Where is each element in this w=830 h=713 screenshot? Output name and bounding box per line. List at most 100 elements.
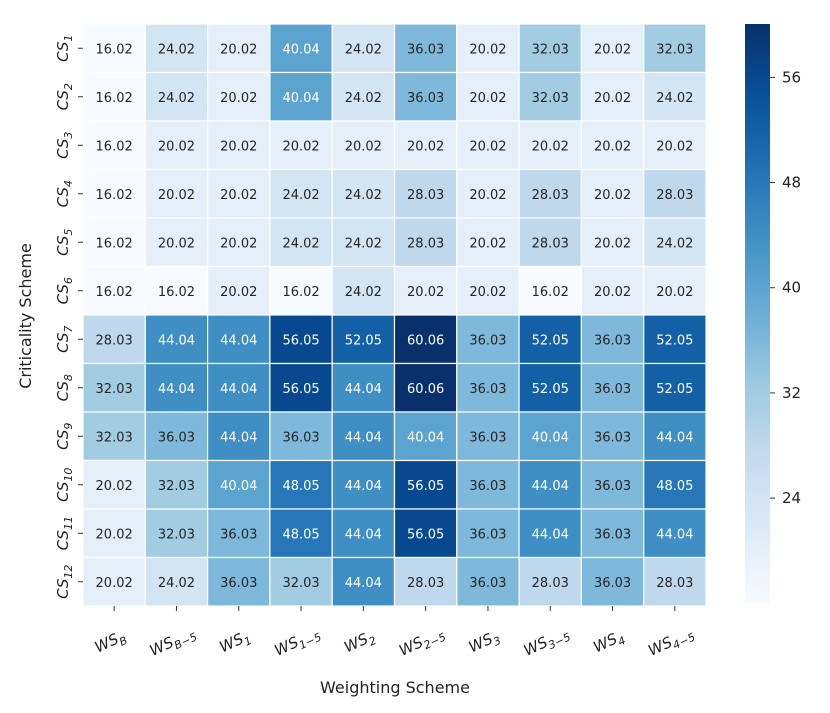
cell-value-label: 20.02	[594, 188, 631, 203]
heatmap-cell	[643, 71, 707, 122]
heatmap-cell	[144, 23, 209, 74]
cell-value-label: 44.04	[158, 333, 195, 348]
cell-value-label: 60.06	[407, 333, 444, 348]
cell-value-label: 20.02	[469, 236, 506, 251]
cell-value-label: 20.02	[532, 139, 569, 154]
cell-value-label: 16.02	[96, 139, 133, 154]
cell-value-label: 36.03	[594, 479, 631, 494]
cell-value-label: 28.03	[656, 576, 693, 591]
cell-value-label: 44.04	[656, 527, 693, 542]
cell-value-label: 20.02	[469, 285, 506, 300]
cell-value-label: 36.03	[469, 382, 506, 397]
y-tick-label: CS11	[54, 516, 75, 550]
cell-value-label: 32.03	[282, 576, 319, 591]
heatmap-cell	[518, 556, 582, 607]
y-tick-label: CS7	[54, 326, 75, 353]
y-tick-label: CS3	[54, 132, 75, 159]
cell-value-label: 20.02	[656, 139, 693, 154]
x-tick-label: WS1−5	[272, 623, 324, 662]
colorbar-tick-label: 24	[782, 489, 801, 507]
cell-value-label: 20.02	[158, 188, 195, 203]
heatmap-cell	[580, 168, 645, 219]
cell-value-label: 20.02	[594, 42, 631, 57]
cell-value-label: 36.03	[594, 333, 631, 348]
cell-value-label: 28.03	[532, 236, 569, 251]
cell-value-label: 36.03	[594, 430, 631, 445]
cell-value-label: 20.02	[407, 139, 444, 154]
cell-value-label: 60.06	[407, 382, 444, 397]
cell-value-label: 20.02	[96, 576, 133, 591]
cell-value-label: 16.02	[532, 285, 569, 300]
y-tick-label: CS2	[54, 83, 75, 110]
cell-value-label: 16.02	[96, 285, 133, 300]
heatmap-cell	[144, 120, 209, 171]
heatmap-cell	[643, 217, 707, 268]
heatmap-cell	[269, 508, 333, 559]
y-tick-label: CS12	[54, 565, 75, 599]
heatmap-cell	[518, 411, 582, 462]
y-axis-title: Criticality Scheme	[16, 243, 35, 389]
heatmap-cell	[331, 508, 396, 559]
heatmap-cell	[82, 314, 146, 365]
heatmap-cell	[580, 265, 645, 316]
heatmap-cell	[144, 411, 209, 462]
heatmap-cell	[643, 362, 707, 413]
heatmap-cell	[144, 556, 209, 607]
cell-value-label: 20.02	[220, 236, 257, 251]
cell-value-label: 16.02	[96, 188, 133, 203]
cell-value-label: 24.02	[345, 188, 382, 203]
y-tick-label: CS5	[54, 229, 75, 256]
heatmap-cell	[207, 508, 271, 559]
cell-value-label: 16.02	[96, 42, 133, 57]
cell-value-label: 44.04	[345, 527, 382, 542]
colorbar-tick-label: 56	[782, 68, 801, 86]
cell-value-label: 36.03	[469, 479, 506, 494]
cell-value-label: 56.05	[282, 382, 319, 397]
cell-value-label: 20.02	[469, 139, 506, 154]
y-tick-label: CS10	[54, 468, 75, 502]
heatmap-cell	[518, 508, 582, 559]
heatmap-cell	[269, 314, 333, 365]
cell-value-label: 20.02	[407, 285, 444, 300]
x-tick-label: WS2−5	[396, 623, 448, 662]
cell-value-label: 20.02	[220, 139, 257, 154]
heatmap-cell	[393, 217, 458, 268]
cell-value-label: 40.04	[532, 430, 569, 445]
colorbar-tick-label: 48	[782, 174, 801, 192]
heatmap-cell	[82, 459, 146, 510]
cell-value-label: 28.03	[532, 576, 569, 591]
heatmap-cell	[456, 217, 520, 268]
cell-value-label: 24.02	[345, 42, 382, 57]
y-tick-label: CS1	[54, 35, 75, 62]
heatmap-cell	[518, 459, 582, 510]
cell-value-label: 24.02	[158, 576, 195, 591]
heatmap-cell	[643, 168, 707, 219]
cell-value-label: 28.03	[96, 333, 133, 348]
heatmap-cell	[580, 459, 645, 510]
heatmap-cell	[207, 265, 271, 316]
heatmap-cell	[456, 71, 520, 122]
heatmap-cell	[580, 217, 645, 268]
cell-value-label: 44.04	[158, 382, 195, 397]
cell-value-label: 24.02	[345, 285, 382, 300]
cell-value-label: 20.02	[594, 91, 631, 106]
cell-value-label: 36.03	[407, 42, 444, 57]
heatmap-cell	[269, 71, 333, 122]
cell-value-label: 20.02	[220, 42, 257, 57]
cell-value-label: 20.02	[96, 479, 133, 494]
heatmap-cell	[643, 314, 707, 365]
x-tick-label: WS3−5	[521, 623, 573, 662]
cell-value-label: 32.03	[158, 527, 195, 542]
heatmap-cell	[518, 362, 582, 413]
heatmap-cell	[393, 459, 458, 510]
heatmap-cell	[456, 508, 520, 559]
cell-value-label: 24.02	[656, 91, 693, 106]
cell-value-label: 20.02	[220, 285, 257, 300]
heatmap-cell	[144, 217, 209, 268]
cell-value-label: 36.03	[594, 527, 631, 542]
cell-value-label: 16.02	[96, 236, 133, 251]
heatmap-cell	[207, 217, 271, 268]
heatmap-cell	[643, 556, 707, 607]
cell-value-label: 40.04	[220, 479, 257, 494]
heatmap-cell	[82, 120, 146, 171]
